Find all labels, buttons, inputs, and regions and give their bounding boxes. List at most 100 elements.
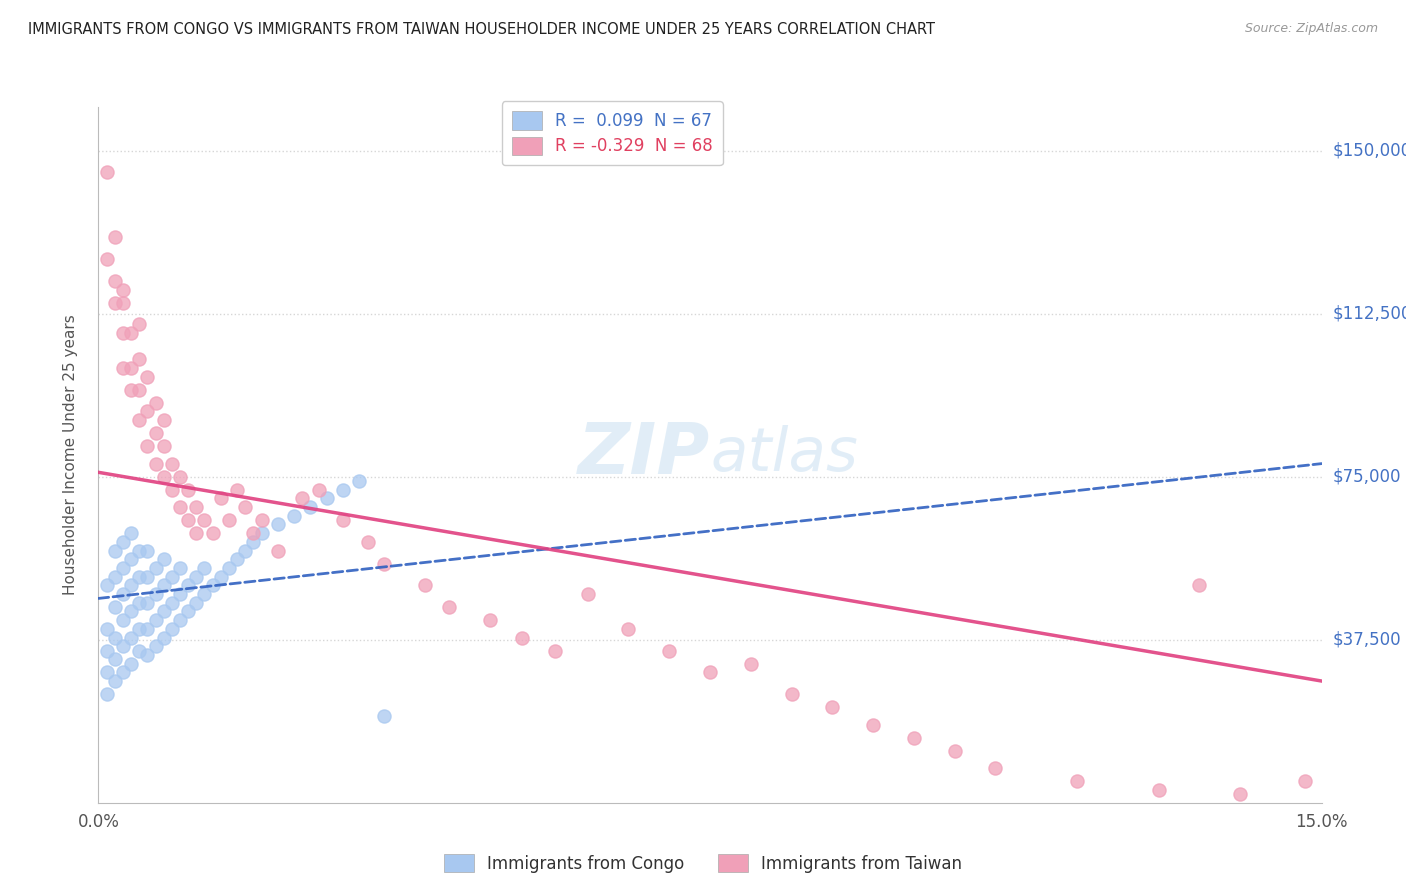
Point	[291, 491, 314, 506]
Point	[242, 526, 264, 541]
Point	[740, 657, 762, 671]
Point	[233, 543, 256, 558]
Point	[1188, 578, 1211, 592]
Point	[233, 500, 256, 514]
Point	[152, 552, 174, 566]
Point	[478, 613, 501, 627]
Point	[943, 744, 966, 758]
Text: $75,000: $75,000	[1333, 467, 1402, 485]
Point	[152, 439, 174, 453]
Point	[332, 513, 354, 527]
Point	[145, 396, 167, 410]
Point	[120, 578, 142, 592]
Point	[209, 491, 232, 506]
Point	[177, 578, 200, 592]
Point	[120, 326, 142, 341]
Point	[152, 469, 174, 483]
Point	[111, 639, 134, 653]
Point	[169, 561, 191, 575]
Point	[145, 561, 167, 575]
Point	[160, 457, 183, 471]
Point	[111, 613, 134, 627]
Point	[512, 631, 534, 645]
Point	[96, 622, 118, 636]
Point	[128, 383, 150, 397]
Point	[111, 283, 134, 297]
Point	[120, 526, 142, 541]
Point	[136, 648, 159, 662]
Point	[169, 613, 191, 627]
Point	[145, 639, 167, 653]
Point	[160, 483, 183, 497]
Point	[186, 526, 208, 541]
Point	[152, 578, 174, 592]
Point	[160, 596, 183, 610]
Point	[152, 631, 174, 645]
Point	[209, 570, 232, 584]
Point	[120, 552, 142, 566]
Point	[250, 513, 273, 527]
Point	[356, 535, 378, 549]
Point	[218, 561, 240, 575]
Point	[104, 295, 127, 310]
Point	[186, 500, 208, 514]
Point	[862, 717, 884, 731]
Point	[821, 700, 844, 714]
Point	[250, 526, 273, 541]
Point	[169, 587, 191, 601]
Point	[104, 274, 127, 288]
Point	[160, 622, 183, 636]
Point	[1229, 787, 1251, 801]
Point	[186, 596, 208, 610]
Point	[104, 543, 127, 558]
Point	[104, 631, 127, 645]
Point	[617, 622, 640, 636]
Point	[96, 165, 118, 179]
Point	[152, 413, 174, 427]
Point	[218, 513, 240, 527]
Point	[544, 643, 567, 657]
Point	[226, 552, 249, 566]
Point	[96, 665, 118, 680]
Point	[136, 369, 159, 384]
Point	[169, 500, 191, 514]
Text: $150,000: $150,000	[1333, 142, 1406, 160]
Point	[96, 643, 118, 657]
Point	[903, 731, 925, 745]
Point	[177, 483, 200, 497]
Point	[349, 474, 371, 488]
Point	[111, 295, 134, 310]
Point	[111, 587, 134, 601]
Text: $37,500: $37,500	[1333, 631, 1402, 648]
Point	[136, 404, 159, 418]
Point	[128, 413, 150, 427]
Point	[96, 687, 118, 701]
Point	[267, 543, 290, 558]
Point	[104, 600, 127, 615]
Point	[177, 605, 200, 619]
Point	[169, 469, 191, 483]
Legend: Immigrants from Congo, Immigrants from Taiwan: Immigrants from Congo, Immigrants from T…	[437, 847, 969, 880]
Point	[437, 600, 460, 615]
Point	[699, 665, 721, 680]
Text: ZIP: ZIP	[578, 420, 710, 490]
Point	[136, 543, 159, 558]
Point	[136, 570, 159, 584]
Text: atlas: atlas	[710, 425, 858, 484]
Point	[780, 687, 803, 701]
Point	[120, 383, 142, 397]
Point	[193, 587, 215, 601]
Point	[186, 570, 208, 584]
Point	[120, 657, 142, 671]
Point	[160, 570, 183, 584]
Point	[299, 500, 322, 514]
Point	[193, 561, 215, 575]
Point	[128, 318, 150, 332]
Point	[226, 483, 249, 497]
Text: $112,500: $112,500	[1333, 304, 1406, 323]
Y-axis label: Householder Income Under 25 years: Householder Income Under 25 years	[63, 315, 77, 595]
Point	[128, 643, 150, 657]
Point	[128, 352, 150, 367]
Text: IMMIGRANTS FROM CONGO VS IMMIGRANTS FROM TAIWAN HOUSEHOLDER INCOME UNDER 25 YEAR: IMMIGRANTS FROM CONGO VS IMMIGRANTS FROM…	[28, 22, 935, 37]
Point	[104, 570, 127, 584]
